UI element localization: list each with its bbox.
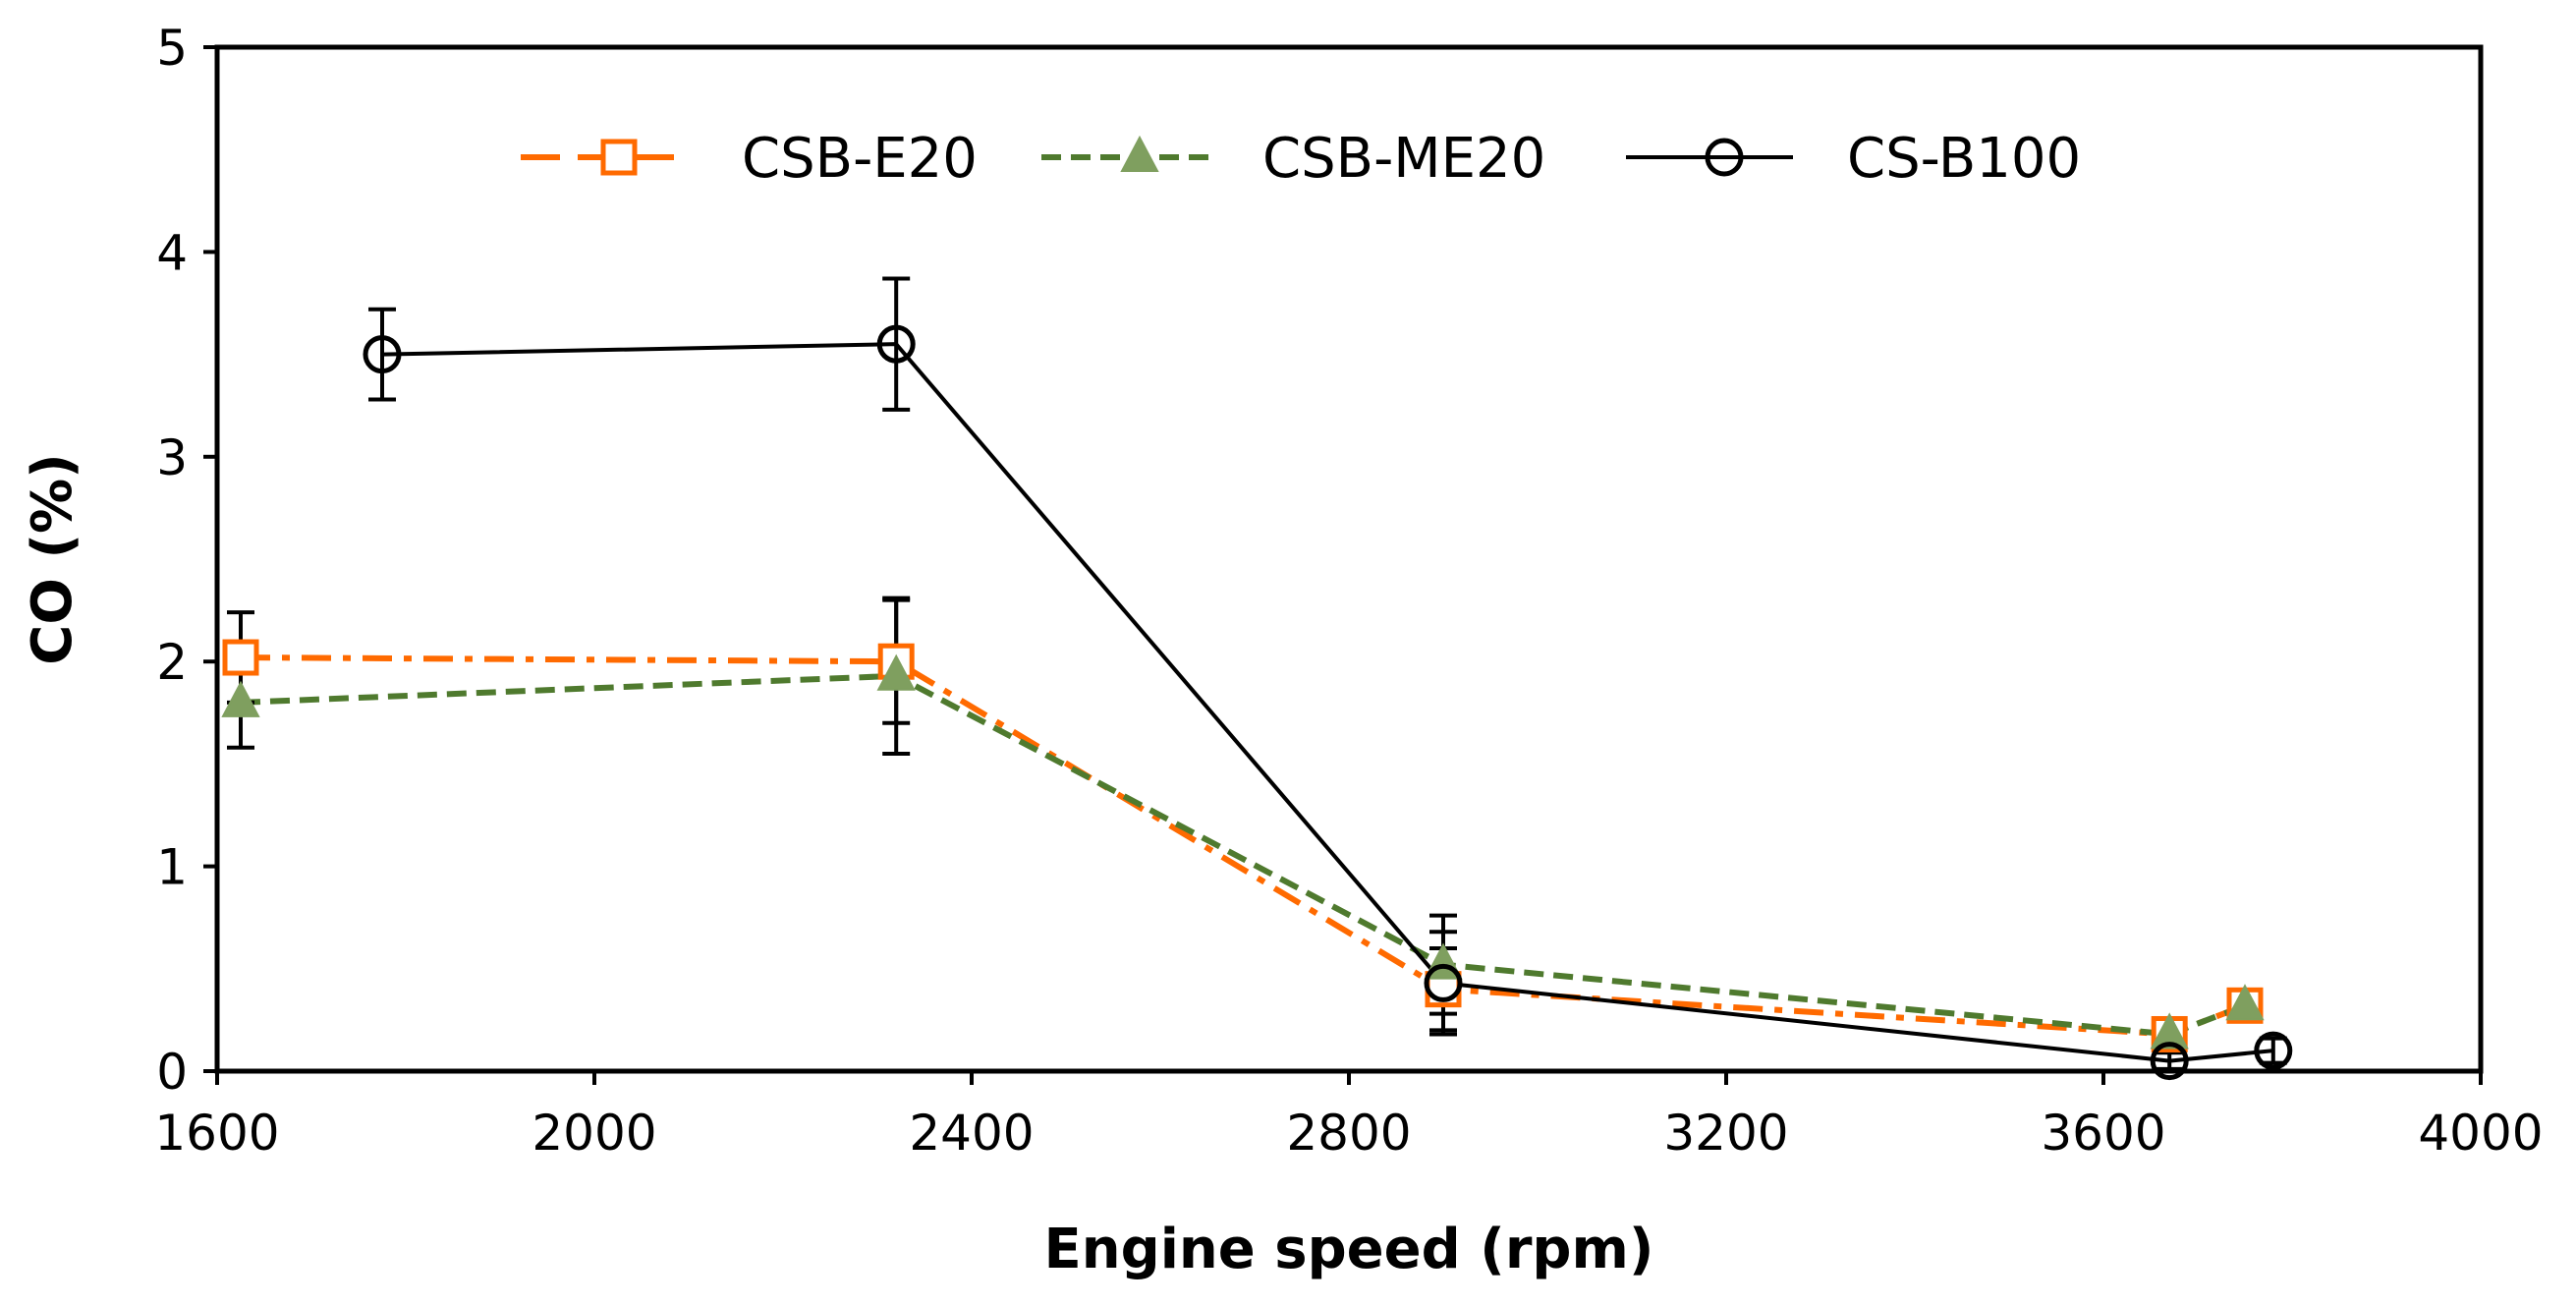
data-point [1424, 963, 1463, 1002]
data-point [876, 653, 916, 691]
data-point [2225, 984, 2265, 1021]
legend: CSB-E20 CSB-ME20 CS-B100 [521, 127, 2081, 191]
series-layer [221, 276, 2293, 1081]
plot-frame [214, 44, 2484, 1074]
legend-label: CSB-E20 [742, 127, 978, 191]
error-bars-cs-b100 [368, 276, 2287, 1071]
series-csb-e20 [240, 654, 2247, 1038]
y-tick-label: 2 [156, 634, 188, 691]
data-point [363, 335, 402, 374]
legend-label: CS-B100 [1847, 127, 2081, 191]
data-point [2254, 1031, 2293, 1070]
y-axis: 0 1 2 3 4 5 [156, 20, 217, 1101]
legend-label: CSB-ME20 [1262, 127, 1545, 191]
data-point [876, 324, 916, 364]
x-tick-label: 4000 [2418, 1105, 2543, 1162]
legend-swatch-marker [1120, 135, 1159, 172]
error-bars-csb-e20 [227, 597, 2259, 1047]
series-csb-me20 [240, 672, 2247, 1038]
error-bars-csb-me20 [227, 596, 2259, 1047]
legend-entry-cs-b100: CS-B100 [1626, 127, 2081, 191]
y-tick-label: 0 [156, 1044, 188, 1101]
series-line [240, 672, 2247, 1038]
markers-csb-e20 [222, 639, 2264, 1052]
data-point [2150, 1042, 2189, 1081]
y-axis-title: CO (%) [21, 453, 84, 665]
x-tick-label: 3600 [2041, 1105, 2165, 1162]
legend-entry-csb-e20: CSB-E20 [521, 127, 978, 191]
y-tick-label: 1 [156, 839, 188, 896]
x-tick-label: 3200 [1663, 1105, 1788, 1162]
legend-swatch-marker [1705, 138, 1744, 177]
data-point [2150, 1012, 2189, 1050]
x-axis: 1600 2000 2400 2800 3200 3600 4000 [154, 1071, 2544, 1162]
legend-swatch-marker [600, 139, 638, 176]
x-tick-label: 2400 [909, 1105, 1034, 1162]
data-point [221, 680, 260, 717]
x-tick-label: 1600 [154, 1105, 279, 1162]
series-line [381, 342, 2273, 1063]
markers-cs-b100 [363, 324, 2293, 1081]
y-tick-label: 5 [156, 20, 188, 77]
x-axis-title: Engine speed (rpm) [1044, 1218, 1654, 1281]
markers-csb-me20 [221, 653, 2265, 1050]
x-tick-label: 2000 [532, 1105, 656, 1162]
legend-entry-csb-me20: CSB-ME20 [1041, 127, 1545, 191]
series-line [240, 654, 2247, 1038]
data-point [222, 639, 259, 676]
y-tick-label: 3 [156, 429, 188, 486]
x-tick-label: 2800 [1286, 1105, 1411, 1162]
y-tick-label: 4 [156, 224, 188, 281]
series-cs-b100 [381, 342, 2273, 1063]
